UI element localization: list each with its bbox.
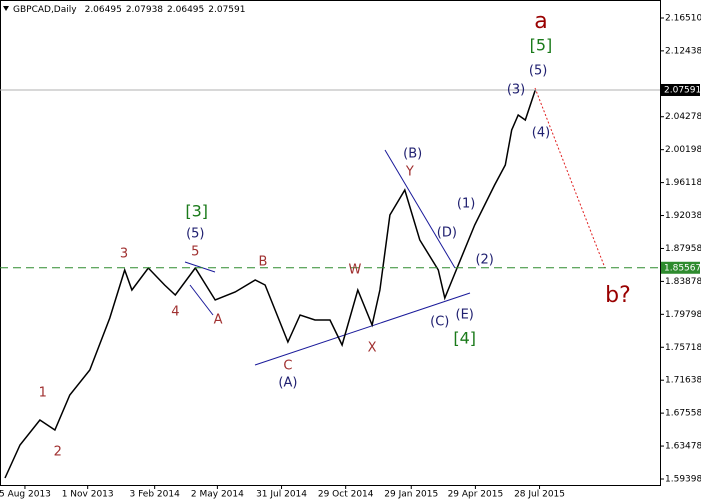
wave-label: (2) <box>475 252 493 267</box>
y-tick-label: 1.59398 <box>665 474 701 484</box>
wave-label: B <box>259 255 268 270</box>
wave-label: (A) <box>278 376 297 391</box>
wave-label: W <box>349 263 362 278</box>
wave-label: a <box>534 9 547 34</box>
wave-label: (D) <box>437 226 457 241</box>
y-tick-label: 1.83878 <box>665 277 701 287</box>
x-tick-label: 3 Feb 2014 <box>130 490 181 500</box>
wave-label: 1 <box>39 386 47 401</box>
wave-label: [3] <box>185 201 208 220</box>
plot-frame <box>0 0 661 486</box>
ohlc-value: 2.06495 <box>167 5 204 15</box>
x-tick-label: 28 Jul 2015 <box>514 490 565 500</box>
wave-label: C <box>283 358 292 373</box>
wave-label: [4] <box>453 329 476 348</box>
wave-label: (4) <box>532 126 550 141</box>
ohlc-value: 2.07591 <box>208 5 245 15</box>
x-tick-label: 31 Jul 2014 <box>256 490 307 500</box>
trend-line <box>254 292 471 366</box>
wave-label: A <box>214 312 223 327</box>
wave-label: (B) <box>403 147 422 162</box>
y-tick-label: 1.71638 <box>665 376 701 386</box>
price-label-box <box>661 261 700 274</box>
y-tick-label: 1.75718 <box>665 343 701 353</box>
x-tick-label: 29 Jan 2015 <box>384 490 438 500</box>
wave-label: 3 <box>120 247 128 262</box>
trend-line <box>184 261 216 273</box>
wave-label: 2 <box>54 445 62 460</box>
wave-label: b? <box>605 283 631 308</box>
x-tick-label: 1 Nov 2013 <box>62 490 114 500</box>
wave-label: Y <box>405 165 414 180</box>
header: GBPCAD,Daily 2.06495 2.07938 2.06495 2.07591 <box>13 5 245 15</box>
y-tick-label: 1.67558 <box>665 409 701 419</box>
y-tick-label: 1.96118 <box>665 178 701 188</box>
symbol: GBPCAD,Daily <box>13 5 77 15</box>
y-tick-label: 1.79798 <box>665 310 701 320</box>
price-label: 2.07591 <box>664 85 701 95</box>
x-tick-label: 29 Apr 2015 <box>448 490 504 500</box>
price-label: 1.85567 <box>664 263 701 273</box>
wave-label: 4 <box>171 304 179 319</box>
wave-label: (1) <box>457 196 475 211</box>
x-tick-label: 29 Oct 2014 <box>318 490 374 500</box>
wave-label: (5) <box>186 227 204 242</box>
ohlc-value: 2.07938 <box>126 5 163 15</box>
trend-line <box>384 149 456 269</box>
y-tick-label: 2.00198 <box>665 145 701 155</box>
y-tick-label: 1.63478 <box>665 442 701 452</box>
y-tick-label: 2.12438 <box>665 46 701 56</box>
x-tick-label: 2 May 2014 <box>191 490 244 500</box>
wave-label: X <box>368 340 377 355</box>
y-tick-label: 1.92038 <box>665 211 701 221</box>
wave-label: 5 <box>191 245 199 260</box>
trend-line <box>189 284 214 316</box>
ohlc-value: 2.06495 <box>85 5 122 15</box>
x-tick-label: 5 Aug 2013 <box>0 490 51 500</box>
wave-label: [5] <box>530 36 553 55</box>
wave-label: (3) <box>507 83 525 98</box>
price-line <box>4 89 537 479</box>
y-tick-label: 2.04278 <box>665 112 701 122</box>
y-tick-label: 1.87958 <box>665 244 701 254</box>
menu-arrow <box>3 6 9 11</box>
y-tick-label: 2.16510 <box>665 14 701 24</box>
wave-label: (5) <box>529 64 547 79</box>
wave-label: (C) <box>430 314 449 329</box>
price-label-box <box>661 83 700 96</box>
projection-line <box>534 87 606 269</box>
wave-label: (E) <box>456 307 474 322</box>
